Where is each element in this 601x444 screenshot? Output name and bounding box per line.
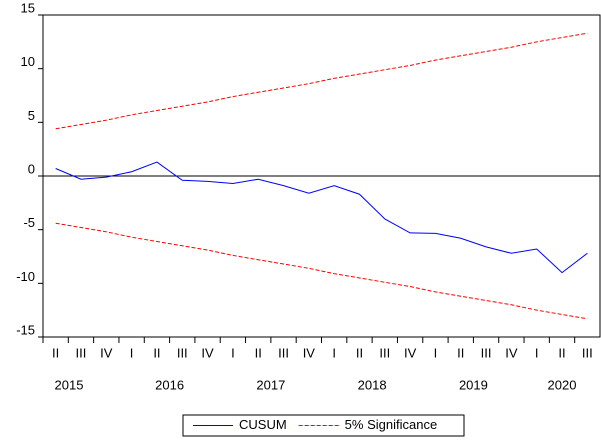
x-tick-label: IV: [303, 345, 316, 360]
x-tick-label: II: [457, 345, 464, 360]
y-tick-label: 0: [28, 161, 35, 176]
year-label: 2020: [548, 377, 577, 392]
y-tick-label: 10: [21, 54, 35, 69]
y-tick-label: -10: [16, 269, 35, 284]
x-tick-label: III: [278, 345, 289, 360]
x-tick-label: I: [231, 345, 235, 360]
year-label: 2015: [55, 377, 84, 392]
x-tick-label: II: [255, 345, 262, 360]
x-tick-label: III: [76, 345, 87, 360]
x-tick-label: II: [52, 345, 59, 360]
x-tick-label: II: [356, 345, 363, 360]
year-label: 2017: [256, 377, 285, 392]
y-tick-label: -5: [23, 215, 35, 230]
x-tick-label: IV: [100, 345, 113, 360]
y-tick-label: -15: [16, 322, 35, 337]
legend-label: CUSUM: [239, 417, 287, 432]
x-tick-label: II: [153, 345, 160, 360]
x-tick-label: I: [535, 345, 539, 360]
x-tick-label: IV: [201, 345, 214, 360]
x-tick-label: III: [177, 345, 188, 360]
x-tick-label: I: [434, 345, 438, 360]
x-tick-label: III: [582, 345, 593, 360]
x-tick-label: I: [130, 345, 134, 360]
y-tick-label: 15: [21, 0, 35, 15]
x-tick-label: III: [481, 345, 492, 360]
year-label: 2016: [155, 377, 184, 392]
line: [55, 161, 588, 274]
x-tick-label: IV: [404, 345, 417, 360]
line: [55, 222, 588, 320]
legend-label: 5% Significance: [345, 417, 438, 432]
y-tick-label: 5: [28, 108, 35, 123]
x-tick-label: I: [332, 345, 336, 360]
year-label: 2018: [358, 377, 387, 392]
x-tick-label: III: [379, 345, 390, 360]
x-tick-label: IV: [505, 345, 518, 360]
line: [55, 32, 588, 130]
x-tick-label: II: [558, 345, 565, 360]
year-label: 2019: [459, 377, 488, 392]
